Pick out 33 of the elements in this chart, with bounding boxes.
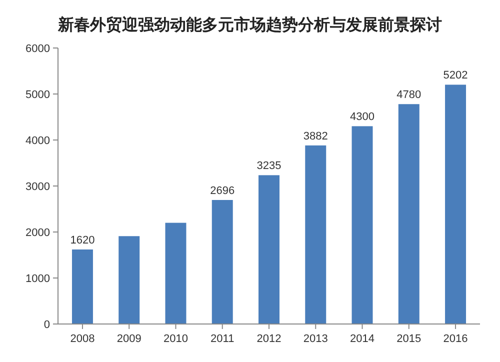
bar <box>118 236 140 324</box>
bar <box>445 84 466 324</box>
bar <box>165 222 186 324</box>
data-label: 2696 <box>210 184 235 197</box>
x-tick-label: 2009 <box>116 333 142 345</box>
bar <box>72 249 93 324</box>
y-tick-label: 2000 <box>26 226 50 239</box>
y-tick-label: 4000 <box>26 134 50 147</box>
x-tick-label: 2015 <box>396 333 422 345</box>
y-tick-label: 5000 <box>26 88 50 101</box>
bar <box>305 145 326 324</box>
y-tick-label: 6000 <box>26 42 50 55</box>
data-label: 3882 <box>303 130 328 142</box>
data-label: 4300 <box>350 111 374 124</box>
chart-title: 新春外贸迎强劲动能多元市场趋势分析与发展前景探讨 <box>57 15 442 34</box>
bar <box>258 175 280 324</box>
data-label: 4780 <box>396 89 422 102</box>
x-tick-label: 2011 <box>210 333 234 345</box>
y-tick-label: 1000 <box>26 272 50 285</box>
x-tick-label: 2016 <box>443 333 468 345</box>
y-tick-label: 0 <box>44 318 50 331</box>
x-tick-label: 2014 <box>350 333 374 345</box>
x-tick-label: 2012 <box>256 333 282 345</box>
bar <box>352 126 373 324</box>
x-tick-label: 2013 <box>303 333 328 345</box>
x-tick-label: 2010 <box>164 333 188 345</box>
data-label: 1620 <box>70 234 95 246</box>
data-label: 3235 <box>256 160 282 172</box>
bar <box>398 104 420 324</box>
y-tick-label: 3000 <box>26 180 50 193</box>
bar <box>212 200 233 324</box>
x-tick-label: 2008 <box>70 333 95 345</box>
data-label: 5202 <box>443 70 468 82</box>
